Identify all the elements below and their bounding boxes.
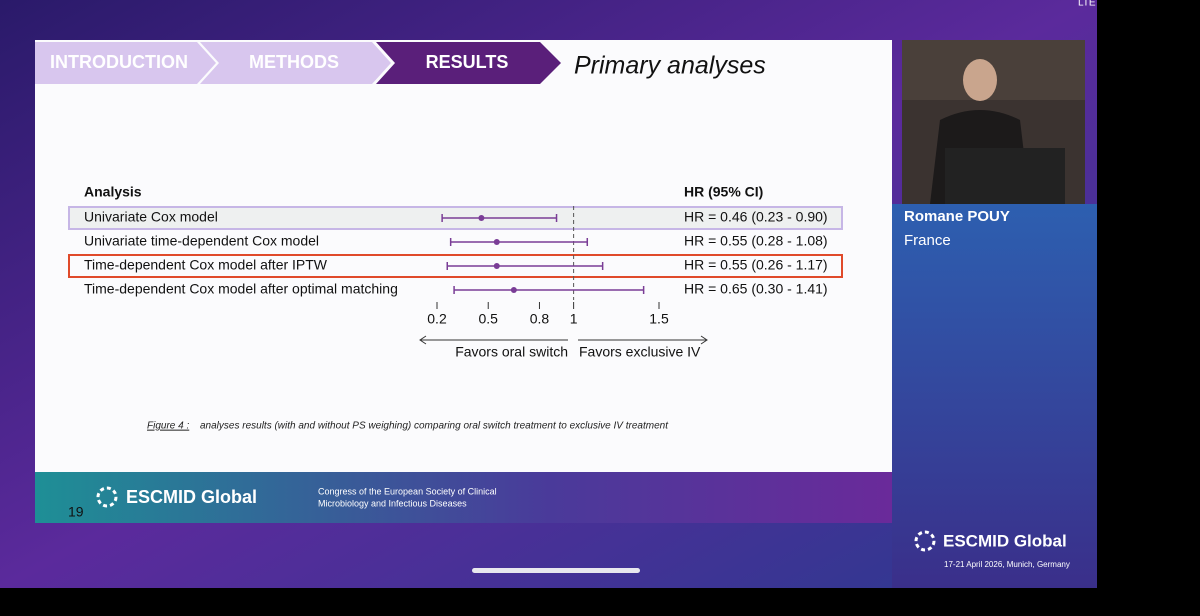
footer-text: Congress of the European Society of Clin…	[318, 486, 497, 496]
x-tick-label: 0.8	[530, 311, 550, 327]
home-indicator[interactable]	[472, 568, 640, 573]
column-header: Analysis	[84, 184, 142, 200]
value-label: HR = 0.46 (0.23 - 0.90)	[684, 209, 828, 225]
x-tick-label: 0.2	[427, 311, 447, 327]
nav-label[interactable]: METHODS	[249, 52, 339, 72]
caption: analyses results (with and without PS we…	[200, 421, 669, 432]
logo	[914, 530, 936, 552]
row-highlight	[68, 254, 843, 278]
slide-title: Primary analyses	[574, 52, 766, 80]
row-label: Time-dependent Cox model after IPTW	[84, 257, 328, 273]
row-label: Time-dependent Cox model after optimal m…	[84, 281, 398, 297]
point-estimate	[478, 215, 485, 221]
row-label: Univariate Cox model	[84, 209, 218, 225]
footer-brand: ESCMID Global	[126, 487, 257, 507]
logo	[96, 486, 118, 508]
nav-tab[interactable]	[376, 42, 561, 84]
slide-footer	[35, 472, 892, 523]
nav-label[interactable]: INTRODUCTION	[50, 52, 188, 72]
arrow	[578, 335, 708, 345]
speaker-name: Romane POUY	[904, 208, 1010, 225]
nav-label[interactable]: RESULTS	[426, 52, 509, 72]
annotation: Favors exclusive IV	[579, 344, 701, 360]
column-header: HR (95% CI)	[684, 184, 763, 200]
slide	[35, 40, 892, 523]
event-brand: ESCMID Global	[943, 531, 1067, 550]
forest-plot: Analysis HR (95% CI) Univariate Cox model H…	[84, 184, 828, 360]
speaker-country: France	[904, 232, 951, 249]
speaker-head	[963, 59, 997, 101]
value-label: HR = 0.55 (0.26 - 1.17)	[684, 257, 828, 273]
arrow	[419, 335, 568, 345]
annotation: Favors oral switch	[455, 344, 568, 360]
page-number: 19	[68, 504, 84, 520]
footer-text: Microbiology and Infectious Diseases	[318, 498, 467, 508]
caption-label: Figure 4 :	[147, 421, 189, 432]
point-estimate	[493, 239, 500, 245]
row-label: Univariate time-dependent Cox model	[84, 233, 319, 249]
lectern	[945, 148, 1065, 204]
side-panel	[892, 204, 1097, 588]
point-estimate	[510, 287, 517, 293]
point-estimate	[493, 263, 500, 269]
x-tick-label: 1	[570, 311, 578, 327]
value-label: HR = 0.55 (0.28 - 1.08)	[684, 233, 828, 249]
network-indicator: LTE	[1078, 0, 1096, 9]
x-tick-label: 1.5	[649, 311, 669, 327]
nav-tab	[35, 42, 216, 84]
nav-tab	[200, 42, 391, 84]
event-dates: 17-21 April 2026, Munich, Germany	[944, 560, 1070, 569]
x-tick-label: 0.5	[478, 311, 498, 327]
value-label: HR = 0.65 (0.30 - 1.41)	[684, 281, 828, 297]
